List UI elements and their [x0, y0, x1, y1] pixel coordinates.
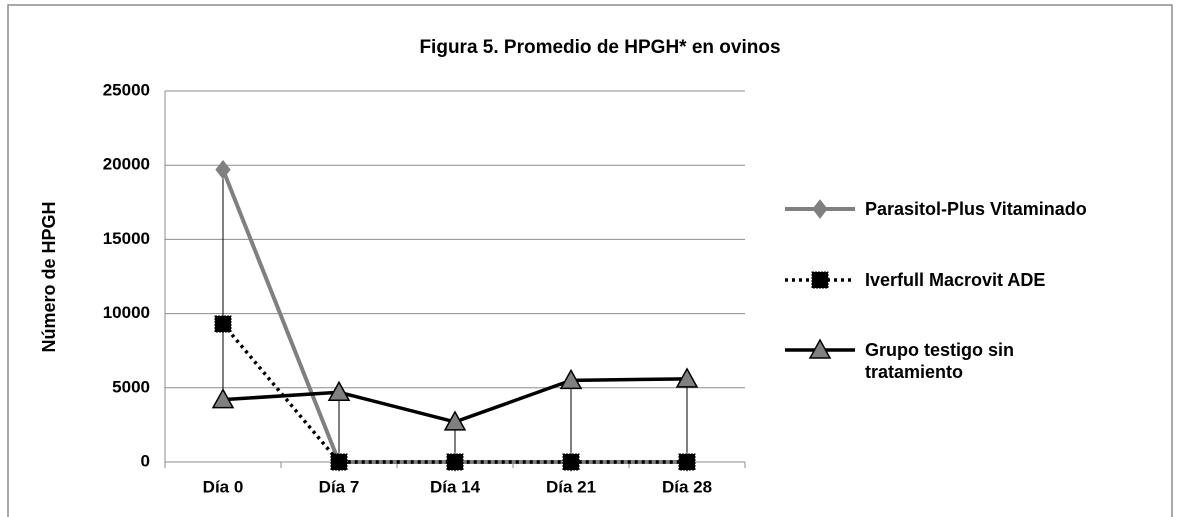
legend-marker	[811, 271, 829, 289]
point	[562, 453, 580, 471]
point	[327, 380, 351, 402]
y-tick-label: 5000	[112, 377, 150, 396]
y-axis-title: Número de HPGH	[39, 201, 59, 352]
legend-marker	[812, 199, 828, 219]
legend-label: Iverfull Macrovit ADE	[865, 270, 1046, 290]
legend-label: Parasitol-Plus Vitaminado	[865, 199, 1087, 219]
y-tick-label: 0	[141, 451, 150, 470]
y-tick-label: 25000	[103, 80, 150, 99]
x-tick-label: Día 21	[546, 477, 596, 496]
x-tick-label: Día 7	[319, 477, 360, 496]
legend-label: Grupo testigo sin tratamiento	[865, 340, 1015, 382]
y-tick-label: 20000	[103, 155, 150, 174]
legend-marker	[808, 338, 832, 359]
y-tick-label: 10000	[103, 303, 150, 322]
point	[215, 159, 231, 180]
chart-frame	[7, 4, 1173, 517]
point	[443, 410, 467, 431]
point	[675, 367, 699, 388]
chart-title: Figura 5. Promedio de HPGH* en ovinos	[419, 37, 780, 58]
point	[214, 315, 232, 333]
y-tick-label: 15000	[103, 229, 150, 248]
point	[446, 453, 464, 471]
x-tick-label: Día 28	[662, 477, 712, 496]
point	[330, 453, 348, 471]
point	[211, 388, 235, 409]
x-tick-label: Día 0	[203, 477, 244, 496]
point	[678, 453, 696, 471]
point	[559, 368, 583, 390]
x-tick-label: Día 14	[430, 477, 481, 496]
